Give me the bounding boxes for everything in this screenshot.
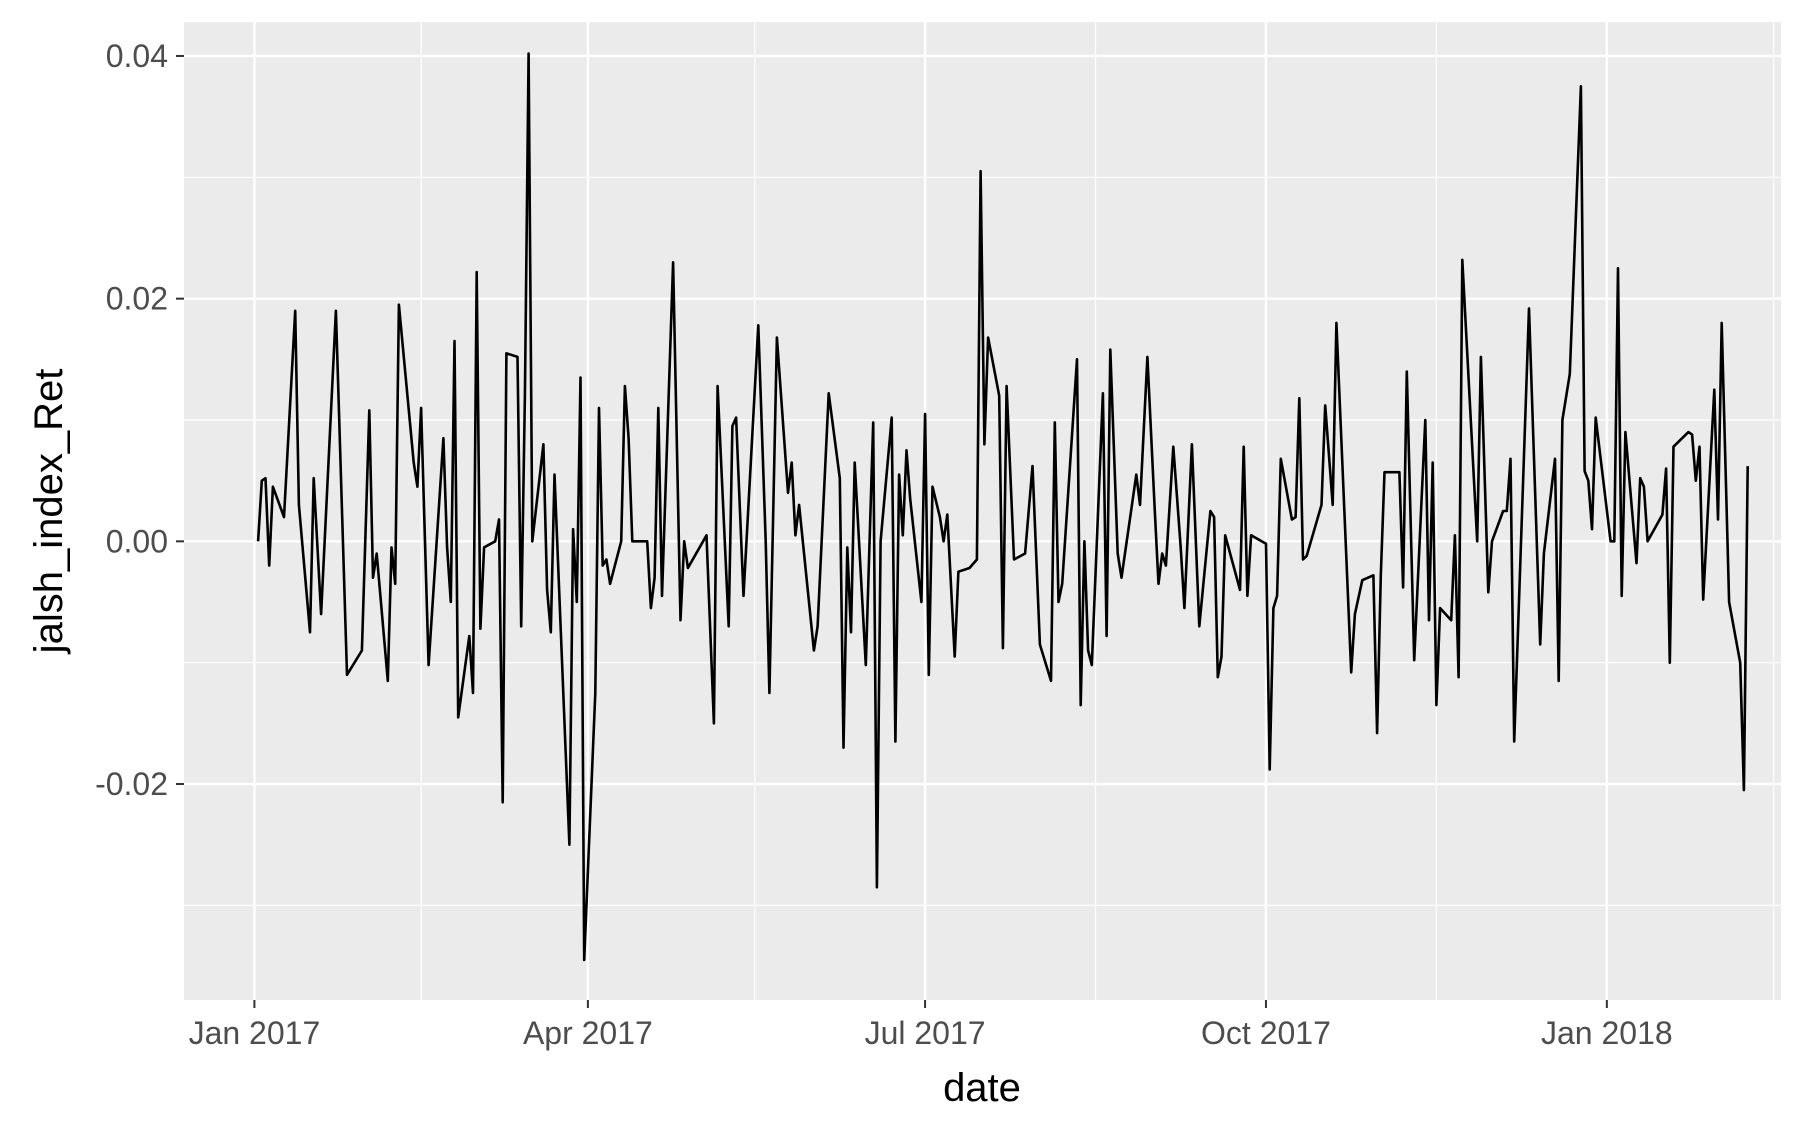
x-tick-label: Jan 2017 — [189, 1015, 321, 1051]
x-tick-label: Oct 2017 — [1201, 1015, 1331, 1051]
y-axis-title: jalsh_index_Ret — [27, 369, 71, 655]
x-tick-label: Jul 2017 — [865, 1015, 986, 1051]
y-tick-label: 0.02 — [106, 281, 168, 317]
y-tick-label: 0.04 — [106, 38, 168, 74]
x-axis-title: date — [943, 1066, 1021, 1110]
plot-panel — [184, 22, 1781, 1000]
minor-gridlines — [184, 22, 1781, 1000]
x-tick-label: Jan 2018 — [1541, 1015, 1673, 1051]
series-group — [256, 52, 1749, 962]
x-tick-label: Apr 2017 — [523, 1015, 653, 1051]
y-tick-label: -0.02 — [95, 766, 168, 802]
series-line — [256, 52, 1749, 962]
y-tick-label: 0.00 — [106, 523, 168, 559]
x-axis: Jan 2017 Apr 2017 Jul 2017 Oct 2017 Jan 2018 — [189, 1000, 1673, 1051]
y-axis: -0.02 0.00 0.02 0.04 — [95, 38, 184, 802]
